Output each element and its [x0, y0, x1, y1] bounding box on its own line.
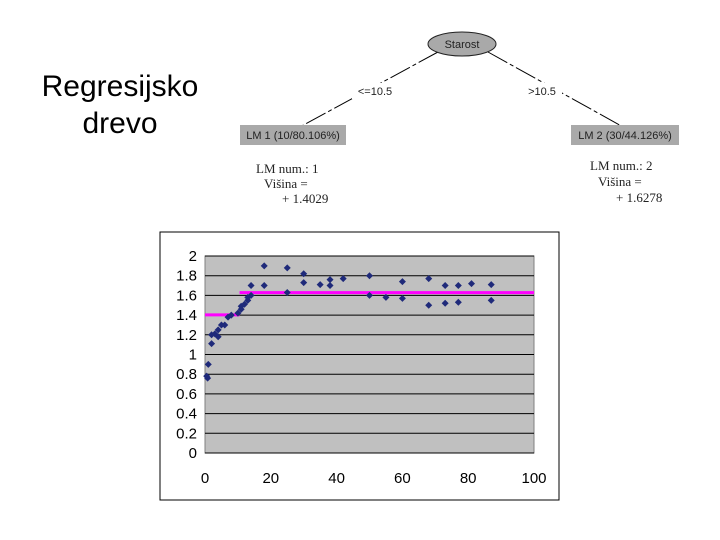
- data-point: [454, 282, 462, 290]
- data-point: [316, 281, 324, 289]
- data-point: [326, 276, 334, 284]
- data-point: [260, 262, 268, 270]
- gridlines: [205, 255, 534, 454]
- slide-title-line: drevo: [82, 107, 158, 140]
- y-axis-tick-labels: 0 0.2 0.4 0.6 0.8 1 1.2 1.4 1.6 1.8 2: [176, 248, 197, 462]
- y-tick-label: 2: [189, 248, 197, 265]
- x-axis-tick-labels: 0 20 40 60 80 100: [201, 470, 547, 487]
- x-tick-label: 0: [201, 470, 209, 487]
- data-point: [247, 291, 255, 299]
- data-point: [283, 288, 291, 296]
- right-model-line: Višina =: [598, 174, 642, 189]
- x-tick-label: 40: [328, 470, 345, 487]
- data-point: [398, 278, 406, 286]
- data-point: [214, 333, 222, 341]
- tree-root-label: Starost: [445, 39, 480, 51]
- left-model-line: + 1.4029: [282, 191, 328, 206]
- data-point: [467, 280, 475, 288]
- tree-leaf-left: [240, 125, 346, 145]
- data-point: [441, 282, 449, 290]
- data-point: [454, 298, 462, 306]
- y-tick-label: 0.2: [176, 425, 197, 442]
- x-tick-label: 80: [460, 470, 477, 487]
- data-point: [441, 299, 449, 307]
- data-point: [366, 272, 373, 280]
- data-points: [203, 262, 495, 382]
- data-point: [204, 374, 212, 382]
- tree-edge-left-label: <=10.5: [358, 86, 392, 98]
- y-tick-label: 0.8: [176, 366, 197, 383]
- data-point: [425, 301, 433, 309]
- y-tick-label: 1.2: [176, 327, 197, 344]
- x-tick-label: 60: [394, 470, 411, 487]
- y-tick-label: 1: [189, 347, 197, 364]
- right-model-line: + 1.6278: [616, 190, 662, 205]
- tree-leaf-left-label: LM 1 (10/80.106%): [246, 130, 340, 142]
- y-tick-label: 0: [189, 445, 197, 462]
- data-point: [382, 293, 390, 301]
- data-point: [260, 282, 268, 290]
- y-tick-label: 0.4: [176, 406, 197, 423]
- data-point: [214, 326, 222, 334]
- tree-edge-left-label-bg: [352, 83, 398, 99]
- data-point: [300, 270, 308, 278]
- tree-leaf-right-label: LM 2 (30/44.126%): [578, 130, 672, 142]
- left-model-line: LM num.: 1: [256, 161, 318, 176]
- data-point: [326, 282, 334, 290]
- data-point: [237, 305, 245, 313]
- left-model-line: Višina =: [264, 176, 308, 191]
- tree-leaf-right: [571, 125, 679, 145]
- data-point: [487, 281, 495, 289]
- x-tick-label: 100: [521, 470, 546, 487]
- tree-edge-right-label: >10.5: [528, 86, 556, 98]
- slide-title: Regresijsko drevo: [20, 68, 220, 142]
- data-point: [208, 340, 216, 348]
- data-point: [366, 291, 373, 299]
- data-point: [240, 300, 248, 308]
- y-tick-label: 1.8: [176, 268, 197, 285]
- data-point: [204, 360, 212, 368]
- data-point: [398, 294, 406, 302]
- regression-tree: Starost <=10.5 >10.5 LM 1 (10/80.106%) L…: [240, 31, 679, 206]
- slide-title-line: Regresijsko: [41, 70, 199, 103]
- data-point: [221, 321, 229, 329]
- data-point: [247, 282, 255, 290]
- y-tick-label: 1.4: [176, 307, 197, 324]
- tree-root-node: [427, 31, 497, 57]
- data-point: [300, 279, 308, 287]
- y-tick-label: 0.6: [176, 386, 197, 403]
- data-point: [339, 275, 347, 283]
- y-tick-label: 1.6: [176, 287, 197, 304]
- right-model-line: LM num.: 2: [590, 158, 652, 173]
- data-point: [283, 264, 291, 272]
- data-point: [487, 296, 495, 304]
- data-point: [234, 309, 242, 317]
- x-tick-label: 20: [262, 470, 279, 487]
- tree-edge-right-label-bg: [522, 83, 562, 99]
- data-point: [227, 311, 235, 319]
- data-point: [425, 275, 433, 283]
